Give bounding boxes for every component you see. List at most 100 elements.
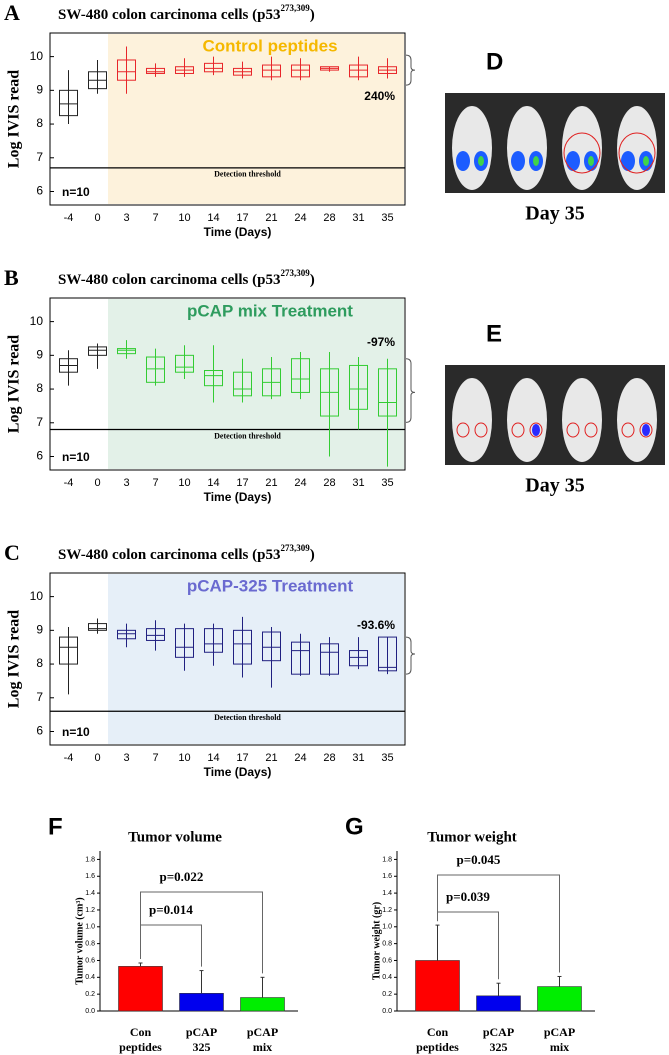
y-tick-label: 0.4 bbox=[85, 974, 95, 981]
y-tick-label: 1.2 bbox=[85, 907, 95, 914]
x-tick-label: 21 bbox=[265, 212, 277, 224]
box bbox=[117, 629, 136, 640]
y-tick-label: 0.0 bbox=[382, 1008, 392, 1015]
mouse bbox=[617, 378, 657, 462]
title-superscript: 273,309 bbox=[280, 543, 310, 553]
y-tick-label: 9 bbox=[36, 348, 43, 362]
y-tick-label: 0.2 bbox=[382, 991, 392, 998]
x-tick-label: 10 bbox=[178, 212, 190, 224]
x-tick-label: 35 bbox=[381, 752, 393, 764]
y-tick-label: 0.8 bbox=[85, 940, 95, 947]
tumor-outline bbox=[566, 422, 580, 438]
x-tick-label: 31 bbox=[352, 212, 364, 224]
threshold-label: Detection threshold bbox=[214, 170, 281, 179]
mouse bbox=[617, 106, 657, 190]
box bbox=[59, 636, 78, 665]
panel-label: B bbox=[4, 265, 19, 290]
x-tick-label: Con peptides bbox=[416, 1025, 459, 1054]
y-tick-label: 7 bbox=[36, 415, 43, 429]
x-tick-label: 7 bbox=[152, 212, 158, 224]
treatment-shade bbox=[108, 574, 404, 744]
panel-label: D bbox=[486, 48, 503, 75]
significance-bracket bbox=[437, 911, 499, 980]
title-superscript: 273,309 bbox=[280, 3, 310, 13]
signal-core bbox=[478, 156, 484, 166]
tumor-outline bbox=[621, 422, 635, 438]
bar bbox=[476, 995, 521, 1012]
plot-frame bbox=[49, 32, 406, 206]
box bbox=[291, 641, 310, 675]
box bbox=[349, 64, 368, 78]
x-tick-label: 17 bbox=[236, 477, 248, 489]
y-tick-label: 10 bbox=[30, 589, 44, 603]
x-tick-label: 17 bbox=[236, 212, 248, 224]
x-tick-label: 14 bbox=[207, 212, 219, 224]
box bbox=[320, 643, 339, 675]
y-tick-label: 8 bbox=[36, 381, 43, 395]
chart-title: Tumor volume bbox=[128, 829, 222, 845]
signal bbox=[566, 151, 580, 171]
p-value: p=0.045 bbox=[457, 852, 501, 867]
x-tick-label: 24 bbox=[294, 752, 306, 764]
tumor-outline bbox=[618, 132, 656, 174]
x-tick-label: 28 bbox=[323, 477, 335, 489]
x-axis-label: Time (Days) bbox=[204, 225, 272, 239]
n-label: n=10 bbox=[62, 450, 90, 464]
brace bbox=[405, 54, 416, 86]
bar bbox=[537, 986, 582, 1012]
treatment-label: Control peptides bbox=[202, 36, 337, 55]
y-tick-label: 0.4 bbox=[382, 974, 392, 981]
x-tick-label: 10 bbox=[178, 477, 190, 489]
brace bbox=[405, 358, 416, 423]
box bbox=[88, 623, 107, 631]
box bbox=[262, 631, 281, 662]
title-end: ) bbox=[310, 272, 315, 288]
y-tick-label: 6 bbox=[36, 449, 43, 463]
x-tick-label: Con peptides bbox=[119, 1025, 162, 1054]
mouse bbox=[452, 378, 492, 462]
x-tick-label: 17 bbox=[236, 752, 248, 764]
x-tick-label: pCAP 325 bbox=[483, 1025, 514, 1054]
box bbox=[146, 628, 165, 641]
panel-label: A bbox=[4, 0, 20, 25]
x-tick-label: 7 bbox=[152, 752, 158, 764]
x-tick-label: 14 bbox=[207, 752, 219, 764]
y-tick-label: 0.8 bbox=[382, 940, 392, 947]
panel-label: F bbox=[48, 813, 63, 840]
tumor-outline bbox=[456, 422, 470, 438]
plot-frame bbox=[49, 572, 406, 746]
chart-title: SW-480 colon carcinoma cells (p53273,309… bbox=[58, 3, 315, 23]
signal-core bbox=[643, 156, 649, 166]
box bbox=[88, 346, 107, 356]
y-axis-label: Tumor volume (cm³) bbox=[74, 897, 85, 984]
tumor-outline bbox=[639, 422, 653, 438]
bar bbox=[415, 960, 460, 1012]
significance-bracket bbox=[140, 924, 202, 967]
x-axis-label: Time (Days) bbox=[204, 490, 272, 504]
x-tick-label: pCAP 325 bbox=[186, 1025, 217, 1054]
title-text: SW-480 colon carcinoma cells (p53 bbox=[58, 272, 280, 288]
y-tick-label: 9 bbox=[36, 83, 43, 97]
tumor-outline bbox=[529, 422, 543, 438]
mouse bbox=[562, 106, 602, 190]
y-tick-label: 1.0 bbox=[85, 924, 95, 931]
signal bbox=[621, 151, 635, 171]
y-tick-label: 7 bbox=[36, 690, 43, 704]
brace bbox=[405, 636, 416, 675]
x-tick-label: 24 bbox=[294, 212, 306, 224]
y-tick-label: 9 bbox=[36, 623, 43, 637]
x-tick-label: 21 bbox=[265, 477, 277, 489]
treatment-label: pCAP-325 Treatment bbox=[187, 576, 354, 595]
mouse bbox=[562, 378, 602, 462]
title-text: SW-480 colon carcinoma cells (p53 bbox=[58, 7, 280, 23]
title-superscript: 273,309 bbox=[280, 268, 310, 278]
box bbox=[59, 89, 78, 117]
x-tick-label: 3 bbox=[123, 752, 129, 764]
n-label: n=10 bbox=[62, 725, 90, 739]
n-label: n=10 bbox=[62, 185, 90, 199]
x-tick-label: -4 bbox=[64, 477, 74, 489]
change-label: -97% bbox=[367, 335, 395, 349]
x-tick-label: 24 bbox=[294, 477, 306, 489]
x-tick-label: 14 bbox=[207, 477, 219, 489]
